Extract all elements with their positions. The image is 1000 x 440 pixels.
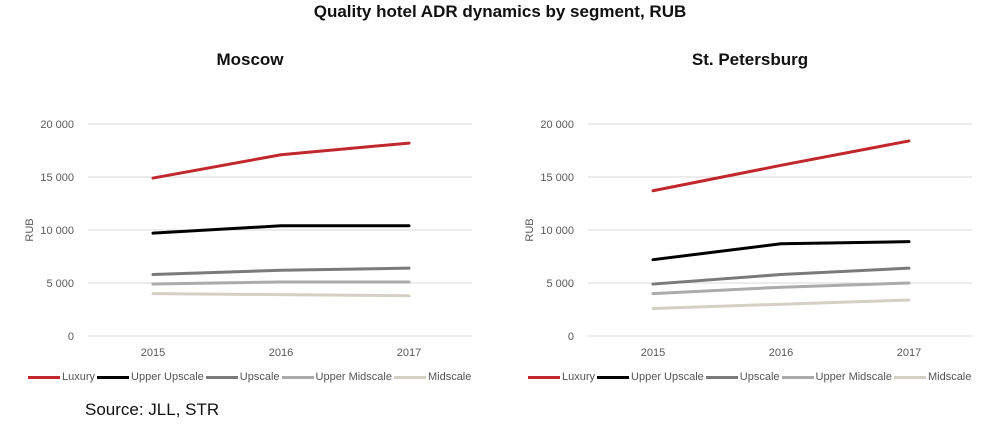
legend-swatch: [893, 375, 926, 379]
x-tick-label: 2015: [641, 347, 665, 359]
legend-item-upper-upscale: Upper Upscale: [97, 371, 204, 383]
x-tick-label: 2016: [769, 347, 793, 359]
series-line-luxury: [651, 139, 911, 193]
y-tick-label: 20 000: [40, 119, 74, 131]
legend-item-upscale: Upscale: [205, 371, 280, 383]
x-tick-label: 2016: [269, 347, 293, 359]
legend-moscow: Luxury Upper Upscale Upscale Upper Midscale…: [28, 371, 473, 383]
legend-label: Midscale: [427, 371, 472, 383]
y-axis-label: RUB: [24, 218, 36, 241]
y-tick-label: 15 000: [40, 172, 74, 184]
y-tick-label: 15 000: [540, 172, 574, 184]
legend-item-midscale: Midscale: [893, 371, 972, 383]
source-note: Source: JLL, STR: [85, 400, 220, 419]
series-line-midscale: [651, 298, 911, 310]
legend-label: Upscale: [739, 371, 780, 383]
legend-label: Midscale: [927, 371, 972, 383]
series-line-upper-midscale: [151, 280, 411, 286]
legend-label: Luxury: [562, 371, 596, 383]
legend-item-upscale: Upscale: [705, 371, 780, 383]
legend-swatch: [597, 375, 630, 379]
legend-item-upper-upscale: Upper Upscale: [597, 371, 704, 383]
chart-main-title: Quality hotel ADR dynamics by segment, R…: [313, 2, 687, 21]
series-line-upscale: [151, 266, 411, 277]
legend-item-upper-midscale: Upper Midscale: [781, 371, 892, 383]
legend-swatch: [205, 375, 238, 379]
legend-swatch: [97, 375, 130, 379]
chart-title-moscow: Moscow: [216, 50, 284, 69]
y-axis-label: RUB: [524, 218, 536, 241]
legend-label: Luxury: [62, 371, 96, 383]
y-tick-label: 20 000: [540, 119, 574, 131]
x-tick-label: 2015: [141, 347, 165, 359]
legend-label: Upper Midscale: [315, 371, 392, 383]
legend-item-luxury: Luxury: [28, 371, 95, 383]
legend-label: Upper Midscale: [815, 371, 892, 383]
legend-label: Upper Upscale: [631, 371, 704, 383]
legend-item-midscale: Midscale: [393, 371, 472, 383]
x-tick-label: 2017: [897, 347, 921, 359]
series-line-midscale: [151, 292, 411, 298]
legend-swatch: [281, 375, 314, 379]
y-tick-label: 10 000: [40, 225, 74, 237]
legend-swatch: [393, 375, 426, 379]
legend-item-luxury: Luxury: [528, 371, 595, 383]
y-tick-label: 0: [568, 331, 574, 343]
series-line-upper-upscale: [151, 224, 411, 235]
series-line-luxury: [151, 141, 411, 180]
legend-swatch: [528, 375, 560, 379]
legend-label: Upper Upscale: [131, 371, 204, 383]
y-tick-label: 5 000: [46, 278, 74, 290]
chart-title-spb: St. Petersburg: [691, 50, 809, 69]
legend-spb: Luxury Upper Upscale Upscale Upper Midscale…: [528, 371, 973, 383]
legend-swatch: [781, 375, 814, 379]
legend-swatch: [28, 375, 60, 379]
y-tick-label: 5 000: [546, 278, 574, 290]
series-line-upscale: [651, 266, 911, 286]
y-tick-label: 10 000: [540, 225, 574, 237]
x-tick-label: 2017: [397, 347, 421, 359]
legend-item-upper-midscale: Upper Midscale: [281, 371, 392, 383]
chart-plot-moscow: 0 5 000 10 000 15 000 20 000 RUB 2015 2016 2017: [24, 119, 472, 359]
legend-label: Upscale: [239, 371, 280, 383]
series-line-upper-midscale: [651, 281, 911, 296]
y-tick-label: 0: [68, 331, 74, 343]
chart-plot-spb: 0 5 000 10 000 15 000 20 000 RUB 2015 2016 2017: [524, 119, 972, 359]
series-line-upper-upscale: [651, 240, 911, 262]
legend-swatch: [705, 375, 738, 379]
